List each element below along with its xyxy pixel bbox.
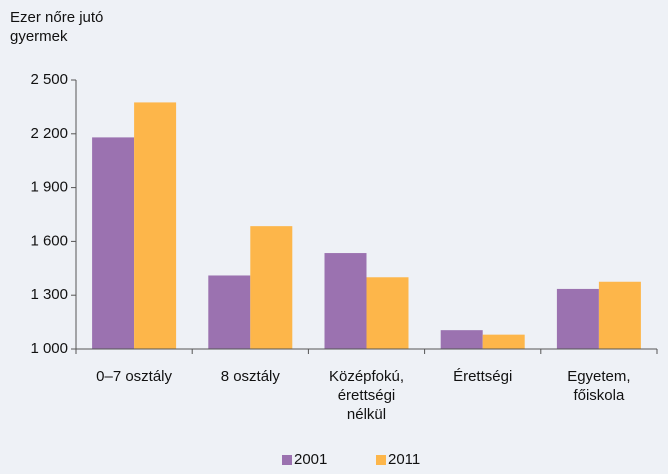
bar: [366, 277, 409, 349]
x-tick-label: Egyetem, főiskola: [567, 368, 630, 404]
legend-label: 2011: [388, 451, 420, 468]
bar: [482, 334, 525, 349]
x-tick-label: 8 osztály: [221, 368, 281, 385]
y-tick-label: 1 000: [30, 340, 68, 357]
x-tick-label: 0–7 osztály: [96, 368, 172, 385]
bar: [440, 330, 483, 349]
bar: [556, 288, 599, 349]
x-tick-label: Középfokú, érettségi nélkül: [329, 368, 404, 423]
legend-swatch: [282, 455, 292, 465]
legend-swatch: [376, 455, 386, 465]
y-tick-label: 2 200: [30, 125, 68, 142]
bar: [134, 102, 177, 350]
bar: [324, 253, 367, 349]
bar: [598, 281, 641, 349]
y-tick-label: 1 900: [30, 179, 68, 196]
bar: [208, 275, 251, 349]
y-tick-label: 1 300: [30, 286, 68, 303]
bar: [250, 226, 293, 349]
x-tick-label: Érettségi: [453, 368, 512, 385]
legend-label: 2001: [294, 451, 327, 468]
y-axis-label: Ezer nőre jutó gyermek: [10, 9, 103, 45]
bar: [92, 137, 135, 349]
y-tick-label: 1 600: [30, 232, 68, 249]
y-tick-label: 2 500: [30, 71, 68, 88]
